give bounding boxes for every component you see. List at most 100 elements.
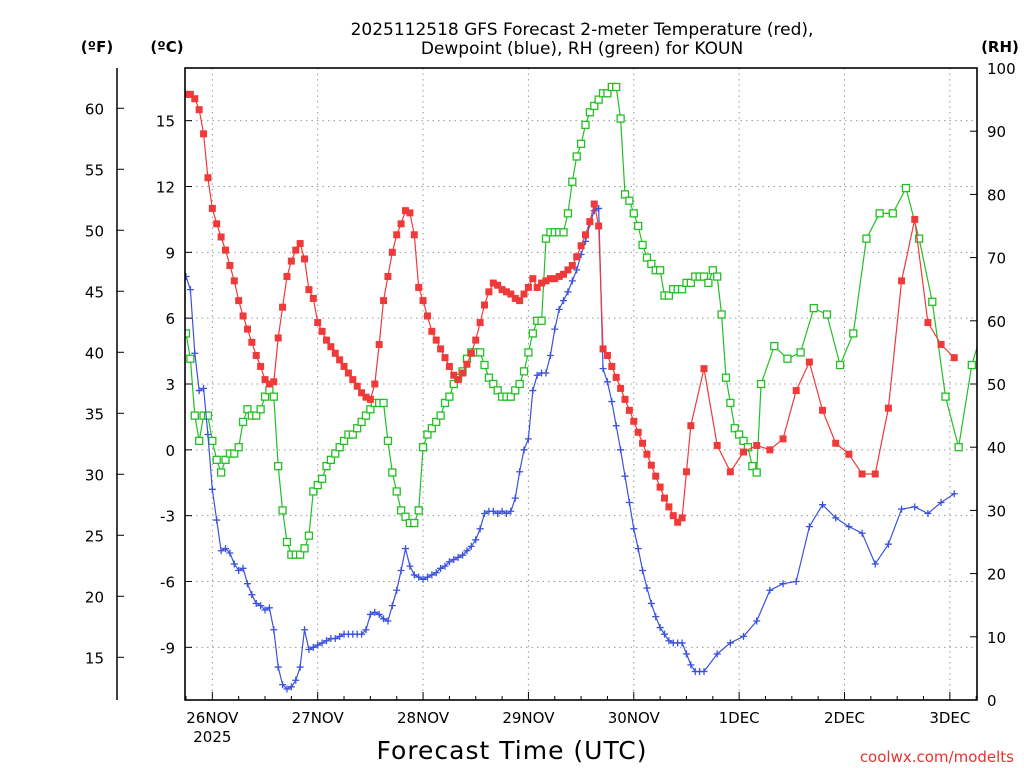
data-point bbox=[612, 373, 620, 381]
data-point bbox=[546, 351, 554, 359]
data-point bbox=[380, 615, 388, 623]
data-point bbox=[371, 380, 379, 388]
data-point bbox=[967, 360, 976, 370]
data-point bbox=[533, 283, 541, 291]
data-point bbox=[415, 573, 423, 581]
data-point bbox=[599, 365, 607, 373]
data-point bbox=[314, 319, 322, 327]
data-point bbox=[476, 319, 484, 327]
data-point bbox=[301, 626, 309, 634]
data-point bbox=[397, 220, 405, 228]
data-point bbox=[924, 319, 932, 327]
series-line bbox=[186, 93, 955, 524]
data-point bbox=[661, 494, 669, 502]
data-point bbox=[564, 288, 572, 296]
data-point bbox=[296, 663, 304, 671]
data-point bbox=[502, 288, 510, 296]
data-point bbox=[603, 378, 611, 386]
rh-tick-label: 70 bbox=[987, 250, 1006, 268]
data-point bbox=[265, 604, 273, 612]
data-point bbox=[726, 468, 734, 476]
data-point bbox=[585, 108, 595, 117]
data-point bbox=[440, 398, 450, 408]
data-point bbox=[911, 503, 919, 511]
data-point bbox=[436, 411, 445, 420]
data-point bbox=[748, 462, 757, 471]
data-point bbox=[204, 430, 212, 438]
data-point bbox=[261, 606, 269, 614]
data-point bbox=[779, 435, 787, 443]
data-point bbox=[594, 95, 603, 104]
data-point bbox=[472, 536, 480, 544]
celsius-tick-labels: -9 -6 -3 0 3 6 9 12 15 bbox=[156, 113, 175, 658]
data-point bbox=[283, 685, 291, 693]
data-point bbox=[621, 395, 629, 403]
data-point bbox=[270, 378, 278, 386]
data-point bbox=[423, 430, 432, 439]
data-point bbox=[454, 376, 462, 384]
data-point bbox=[388, 468, 397, 477]
data-point bbox=[388, 602, 396, 610]
data-point bbox=[309, 487, 318, 496]
data-point bbox=[230, 560, 238, 568]
data-point bbox=[511, 294, 519, 302]
data-point bbox=[770, 341, 779, 351]
data-point bbox=[809, 304, 818, 313]
data-point bbox=[313, 480, 322, 490]
data-point bbox=[402, 207, 409, 215]
data-point bbox=[542, 369, 550, 377]
data-point bbox=[590, 101, 599, 111]
data-point bbox=[402, 545, 409, 553]
data-point bbox=[941, 392, 950, 401]
data-point bbox=[739, 436, 748, 446]
data-point bbox=[779, 580, 787, 588]
data-point bbox=[564, 266, 572, 274]
rh-tick-labels: 0 10 20 30 40 50 60 70 80 90 100 bbox=[987, 60, 1016, 710]
data-point bbox=[656, 483, 664, 491]
rh-tick-label: 20 bbox=[987, 566, 1006, 584]
rh-tick-label: 0 bbox=[987, 692, 997, 710]
data-point bbox=[208, 204, 216, 212]
data-point bbox=[357, 417, 366, 427]
x-tick-label: 3DEC bbox=[929, 709, 970, 727]
data-point bbox=[612, 422, 620, 430]
celsius-tick-label: -6 bbox=[160, 574, 175, 592]
data-point bbox=[524, 348, 533, 357]
data-point bbox=[638, 240, 647, 250]
fahrenheit-tick-label: 40 bbox=[85, 344, 104, 362]
data-point bbox=[274, 334, 282, 342]
data-point bbox=[643, 450, 651, 458]
data-point bbox=[704, 278, 713, 288]
data-point bbox=[937, 341, 945, 348]
data-point bbox=[730, 424, 739, 433]
x-axis-title: Forecast Time (UTC) bbox=[377, 736, 648, 765]
data-point bbox=[656, 624, 664, 632]
data-point bbox=[595, 204, 603, 212]
data-point bbox=[713, 441, 721, 449]
data-point bbox=[625, 406, 633, 414]
fahrenheit-tick-label: 20 bbox=[85, 588, 104, 606]
data-point bbox=[380, 297, 388, 305]
celsius-tick-label: 9 bbox=[165, 244, 175, 262]
data-point bbox=[322, 637, 330, 645]
data-point bbox=[252, 599, 260, 607]
data-point bbox=[463, 547, 471, 555]
data-point bbox=[304, 531, 314, 540]
x-tick-label: 1DEC bbox=[719, 709, 760, 727]
data-point bbox=[287, 683, 295, 691]
fahrenheit-unit-label: (ºF) bbox=[81, 38, 113, 56]
data-point bbox=[379, 398, 388, 408]
data-point bbox=[279, 303, 287, 311]
data-point bbox=[186, 90, 194, 98]
data-point bbox=[475, 348, 485, 357]
rh-tick-label: 30 bbox=[987, 502, 1006, 520]
data-point bbox=[406, 562, 414, 570]
data-point bbox=[726, 398, 735, 408]
data-point bbox=[327, 343, 335, 351]
data-point bbox=[217, 233, 225, 241]
data-point bbox=[410, 231, 418, 239]
data-point bbox=[529, 387, 537, 395]
data-point bbox=[261, 376, 269, 384]
data-point bbox=[590, 207, 598, 215]
data-point bbox=[340, 362, 348, 370]
